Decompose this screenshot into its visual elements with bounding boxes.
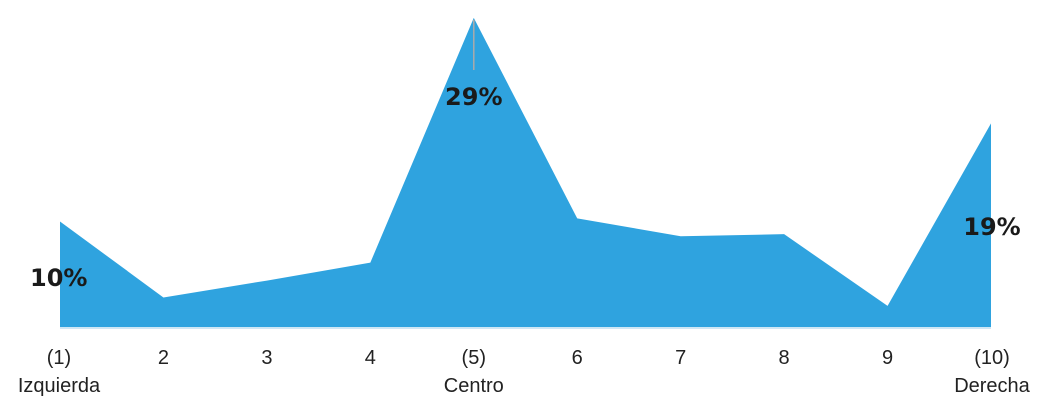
x-axis-tick-labels: (1) Izquierda 2 3 4 (5) Centro 6 7 8 9 (10) Derecha (18, 347, 1031, 397)
x-tick-label-9: 9 (882, 347, 893, 369)
x-tick-label-7: 7 (675, 347, 686, 369)
x-tick-label-4: 4 (365, 347, 376, 369)
x-tick-label-3: 3 (261, 347, 272, 369)
data-label-10: 19% (963, 213, 1020, 241)
data-labels: 10% 29% 19% (30, 83, 1021, 292)
data-label-5: 29% (445, 83, 502, 111)
x-tick-label-8: 8 (779, 347, 790, 369)
area-series (60, 17, 991, 327)
area-layer (59, 17, 992, 327)
x-tick-label-2: 2 (158, 347, 169, 369)
data-label-1: 10% (30, 264, 87, 292)
x-tick-label-6: 6 (572, 347, 583, 369)
x-tick-label-5: (5) (462, 347, 486, 369)
x-tick-label-1: (1) (47, 347, 71, 369)
x-tick-sublabel-1: Izquierda (18, 375, 101, 397)
x-tick-sublabel-10: Derecha (954, 375, 1030, 397)
x-tick-label-10: (10) (974, 347, 1010, 369)
x-tick-sublabel-5: Centro (444, 375, 504, 397)
